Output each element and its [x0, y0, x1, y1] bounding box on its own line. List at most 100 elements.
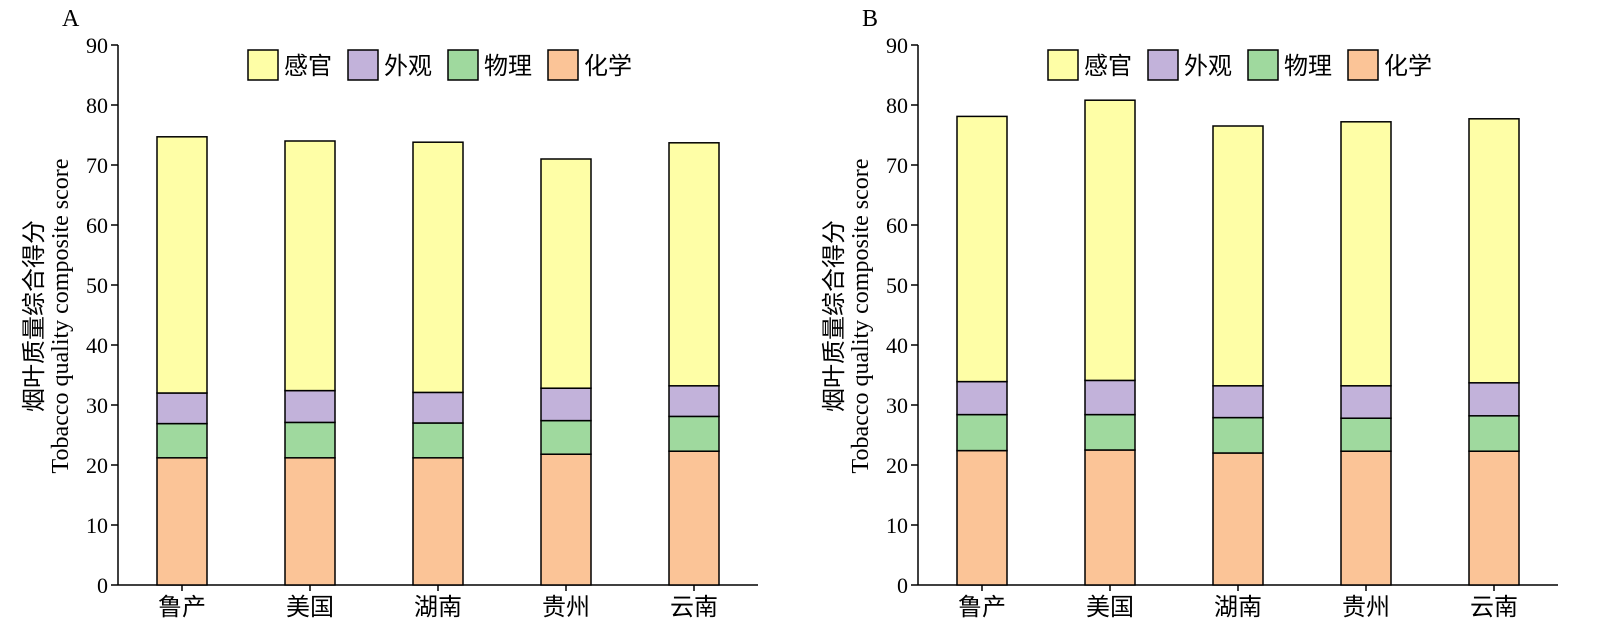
- panel-letter: B: [862, 6, 878, 32]
- y-tick-label: 0: [897, 573, 908, 598]
- legend-label: 感官: [1084, 52, 1132, 80]
- bar-segment: [412, 141, 464, 394]
- bar-segment: [956, 115, 1008, 383]
- x-tick-label: 美国: [1086, 593, 1134, 621]
- bar-segment: [284, 457, 336, 586]
- y-tick-label: 80: [886, 93, 908, 118]
- bar-segment: [668, 385, 720, 418]
- legend: 感官 外观 物理 化学: [1047, 49, 1432, 81]
- bar-stack: [156, 136, 208, 586]
- y-tick-label: 40: [86, 333, 108, 358]
- bar-stack: [1084, 99, 1136, 586]
- bar-segment: [412, 391, 464, 424]
- bar-segment: [1084, 99, 1136, 382]
- legend-swatch: [247, 49, 279, 81]
- bar-segment: [1340, 385, 1392, 419]
- bar-segment: [668, 142, 720, 387]
- stacked-bar-chart-a: A 烟叶质量综合得分 Tobacco quality composite sco…: [20, 6, 758, 621]
- y-axis-label-en: Tobacco quality composite score: [848, 159, 874, 474]
- bar-segment: [412, 422, 464, 459]
- stacked-bar-chart-b: B 烟叶质量综合得分 Tobacco quality composite sco…: [820, 6, 1558, 621]
- bar-stack: [1340, 121, 1392, 586]
- legend-label: 外观: [384, 52, 432, 80]
- legend-swatch: [1347, 49, 1379, 81]
- bar-segment: [1468, 118, 1520, 384]
- y-tick-label: 50: [86, 273, 108, 298]
- legend-label: 化学: [1384, 52, 1432, 80]
- bar-segment: [956, 449, 1008, 586]
- chart-panel-a: A 烟叶质量综合得分 Tobacco quality composite sco…: [20, 6, 758, 621]
- legend-label: 感官: [284, 52, 332, 80]
- bar-segment: [1468, 382, 1520, 417]
- y-tick-label: 30: [886, 393, 908, 418]
- legend-swatch: [1247, 49, 1279, 81]
- bar-segment: [1212, 452, 1264, 586]
- chart-panel-b: B 烟叶质量综合得分 Tobacco quality composite sco…: [800, 0, 1600, 636]
- x-tick-label: 鲁产: [958, 593, 1006, 621]
- bar-segment: [284, 140, 336, 392]
- bar-segment: [284, 389, 336, 424]
- bar-segment: [1468, 415, 1520, 452]
- bar-stack: [1212, 125, 1264, 586]
- legend-swatch: [1047, 49, 1079, 81]
- bar-stack: [668, 142, 720, 586]
- y-tick-label: 70: [86, 153, 108, 178]
- bar-stack: [956, 115, 1008, 586]
- legend-label: 物理: [1284, 52, 1332, 80]
- bar-segment: [1212, 416, 1264, 454]
- bar-stack: [540, 158, 592, 586]
- y-tick-label: 60: [86, 213, 108, 238]
- y-tick-label: 40: [886, 333, 908, 358]
- bar-segment: [156, 392, 208, 425]
- bar-segment: [540, 158, 592, 389]
- legend-label: 外观: [1184, 52, 1232, 80]
- bar-segment: [1084, 413, 1136, 451]
- x-tick-label: 湖南: [414, 593, 462, 621]
- bar-segment: [540, 419, 592, 455]
- y-tick-label: 10: [86, 513, 108, 538]
- x-tick-label: 美国: [286, 593, 334, 621]
- bar-stack: [412, 141, 464, 586]
- bar-segment: [668, 415, 720, 452]
- legend-swatch: [1147, 49, 1179, 81]
- y-tick-label: 90: [886, 33, 908, 58]
- bar-segment: [156, 136, 208, 394]
- bar-segment: [1212, 125, 1264, 387]
- bar-segment: [1084, 449, 1136, 586]
- y-tick-label: 10: [886, 513, 908, 538]
- x-tick-label: 湖南: [1214, 593, 1262, 621]
- legend: 感官 外观 物理 化学: [247, 49, 632, 81]
- bar-segment: [540, 453, 592, 586]
- x-tick-label: 贵州: [542, 593, 590, 621]
- bar-segment: [1340, 450, 1392, 586]
- bar-segment: [1468, 450, 1520, 586]
- bar-segment: [284, 421, 336, 459]
- bar-segment: [1340, 417, 1392, 452]
- y-tick-label: 20: [886, 453, 908, 478]
- y-tick-label: 90: [86, 33, 108, 58]
- y-tick-label: 70: [886, 153, 908, 178]
- bar-segment: [540, 387, 592, 422]
- legend-label: 物理: [484, 52, 532, 80]
- bar-segment: [956, 380, 1008, 416]
- bar-segment: [412, 457, 464, 586]
- panel-letter: A: [62, 6, 80, 32]
- bar-segment: [1340, 121, 1392, 387]
- y-axis-label-cn: 烟叶质量综合得分: [820, 220, 848, 412]
- x-tick-label: 云南: [670, 593, 718, 621]
- y-tick-label: 80: [86, 93, 108, 118]
- bar-stack: [284, 140, 336, 586]
- legend-swatch: [547, 49, 579, 81]
- legend-swatch: [347, 49, 379, 81]
- x-tick-label: 贵州: [1342, 593, 1390, 621]
- bar-segment: [1212, 385, 1264, 419]
- y-tick-label: 50: [886, 273, 908, 298]
- y-tick-label: 30: [86, 393, 108, 418]
- y-axis-label-cn: 烟叶质量综合得分: [20, 220, 48, 412]
- legend-label: 化学: [584, 52, 632, 80]
- y-tick-label: 20: [86, 453, 108, 478]
- bar-segment: [1084, 379, 1136, 416]
- bar-segment: [668, 450, 720, 586]
- y-tick-label: 60: [886, 213, 908, 238]
- bar-segment: [156, 422, 208, 459]
